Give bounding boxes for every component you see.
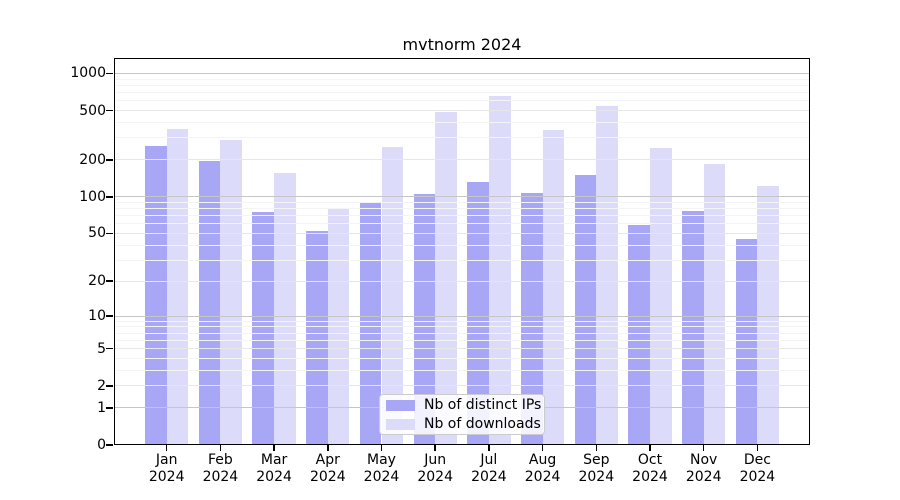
x-tick <box>595 445 598 451</box>
x-tick <box>380 445 383 451</box>
y-tick-label: 20 <box>88 273 106 290</box>
plot-area <box>106 58 810 451</box>
y-tick-label: 10 <box>88 308 106 324</box>
x-tick-label: Jan 2024 <box>148 452 185 485</box>
bar-jul-ips <box>467 181 489 445</box>
y-tick <box>106 195 113 198</box>
y-tick <box>106 158 113 161</box>
y-tick <box>106 72 113 75</box>
bar-may-ips <box>359 202 382 445</box>
bar-feb-downloads <box>220 139 243 445</box>
y-tick <box>106 232 113 235</box>
x-tick <box>219 445 222 451</box>
x-axis-labels: Jan 2024 Feb 2024 Mar 2024 Apr 2024 May 2024… <box>114 450 810 490</box>
legend: Nb of distinct IPs Nb of downloads <box>379 394 545 435</box>
bar-dec-downloads <box>757 186 780 445</box>
y-tick-label: 50 <box>88 225 106 242</box>
x-tick <box>434 445 436 451</box>
bar-nov-ips <box>682 211 704 445</box>
chart-title: mvtnorm 2024 <box>402 35 522 54</box>
legend-swatch-downloads <box>386 418 415 430</box>
x-tick-label: Nov 2024 <box>685 452 722 485</box>
bar-jun-ips <box>413 194 436 445</box>
bar-apr-ips <box>306 231 328 445</box>
bar-mar-ips <box>252 212 275 445</box>
x-tick <box>165 445 168 451</box>
bar-apr-downloads <box>327 208 350 445</box>
y-tick <box>106 406 113 409</box>
bar-feb-ips <box>198 161 221 445</box>
x-tick <box>649 445 651 451</box>
x-tick-label: Aug 2024 <box>524 452 561 485</box>
y-tick-label: 2 <box>97 377 106 394</box>
x-tick-label: Oct 2024 <box>632 452 668 485</box>
x-tick-label: Feb 2024 <box>202 452 239 485</box>
bar-oct-ips <box>628 224 650 445</box>
x-tick <box>273 445 275 451</box>
legend-label-distinct-ips: Nb of distinct IPs <box>424 397 542 413</box>
bar-oct-downloads <box>650 147 672 445</box>
y-tick <box>106 315 113 317</box>
y-axis-labels: 0 1 2 5 10 20 50 100 200 500 1000 <box>20 58 106 453</box>
y-tick <box>106 444 113 446</box>
y-tick-label: 5 <box>97 340 106 357</box>
x-tick-label: Sep 2024 <box>578 452 615 485</box>
bar-dec-ips <box>735 239 758 445</box>
x-tick-label: Jul 2024 <box>471 452 507 485</box>
bar-aug-ips <box>520 192 543 445</box>
bar-jan-downloads <box>166 128 189 445</box>
x-tick <box>702 445 705 451</box>
bar-mar-downloads <box>274 173 296 445</box>
y-tick <box>106 347 113 350</box>
x-tick <box>327 445 329 451</box>
y-tick-label: 1 <box>97 399 106 416</box>
y-tick <box>106 280 113 283</box>
x-tick <box>541 445 544 451</box>
bars-layer <box>114 58 810 445</box>
bar-jul-downloads <box>488 96 511 445</box>
legend-item-distinct-ips: Nb of distinct IPs <box>386 397 542 413</box>
x-tick-label: May 2024 <box>363 452 400 485</box>
bar-jan-ips <box>145 145 167 445</box>
y-tick <box>106 109 113 112</box>
bar-sep-ips <box>574 175 597 445</box>
y-tick-label: 100 <box>79 188 106 205</box>
y-tick-label: 500 <box>79 102 106 119</box>
bar-nov-downloads <box>703 163 726 445</box>
x-tick-label: Apr 2024 <box>309 452 346 485</box>
legend-label-downloads: Nb of downloads <box>424 416 541 432</box>
y-tick-label: 0 <box>97 437 106 453</box>
x-tick-label: Mar 2024 <box>256 452 292 485</box>
x-tick-label: Dec 2024 <box>739 452 776 485</box>
bar-aug-downloads <box>542 129 565 445</box>
y-tick-label: 200 <box>79 151 106 168</box>
legend-item-downloads: Nb of downloads <box>386 416 541 432</box>
y-tick-label: 1000 <box>70 65 106 82</box>
bar-sep-downloads <box>596 106 618 445</box>
bar-jun-downloads <box>435 111 457 445</box>
x-tick <box>756 445 759 451</box>
legend-swatch-distinct-ips <box>386 399 415 411</box>
x-tick <box>488 445 490 451</box>
y-tick <box>106 385 113 387</box>
x-tick-label: Jun 2024 <box>417 452 454 485</box>
